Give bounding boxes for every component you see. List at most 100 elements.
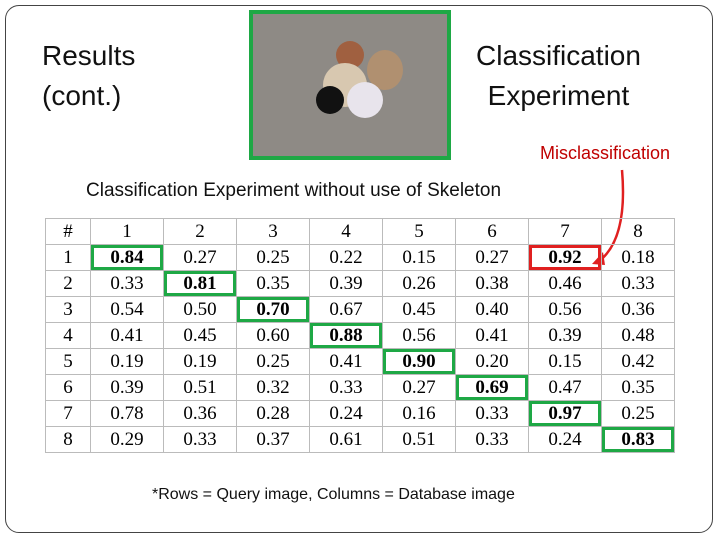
table-cell: 0.41 <box>309 348 383 375</box>
right-title: Classification Experiment <box>476 36 641 116</box>
table-cell: 0.33 <box>309 374 383 401</box>
table-cell: 4 <box>309 218 383 245</box>
row-label: 8 <box>45 426 91 453</box>
table: #1 2 3 4 5 6 7 8 1 0.84 0.27 0.25 0.22 0.15 0.27 0.92 0.… <box>45 218 675 453</box>
table-cell: 0.33 <box>163 426 237 453</box>
left-title: Results (cont.) <box>42 36 135 116</box>
table-cell: 8 <box>601 218 675 245</box>
slide-border <box>5 5 713 533</box>
table-cell: 0.35 <box>236 270 310 297</box>
table-cell: 0.40 <box>455 296 529 323</box>
table-cell: 0.36 <box>163 400 237 427</box>
table-cell: 0.46 <box>528 270 602 297</box>
title-line: Classification <box>476 40 641 71</box>
table-cell: 0.33 <box>455 400 529 427</box>
table-cell: 0.78 <box>90 400 164 427</box>
title-line: Results <box>42 40 136 71</box>
title-line: Experiment <box>487 80 630 111</box>
table-cell: 0.56 <box>382 322 456 349</box>
table-cell: 0.88 <box>309 322 383 349</box>
table-cell: 0.25 <box>601 400 675 427</box>
table-row: 2 0.33 0.81 0.35 0.39 0.26 0.38 0.46 0.33 <box>45 270 675 297</box>
annotation: Misclassification <box>540 143 671 163</box>
row-label: 1 <box>45 244 91 271</box>
table-row: 4 0.41 0.45 0.60 0.88 0.56 0.41 0.39 0.48 <box>45 322 675 349</box>
table-cell: 0.48 <box>601 322 675 349</box>
toy <box>336 41 364 69</box>
row-label: 7 <box>45 400 91 427</box>
table-cell: 0.36 <box>601 296 675 323</box>
table-cell: 0.20 <box>455 348 529 375</box>
table-cell: 0.22 <box>309 244 383 271</box>
footnote: *Rows = Query image, Columns = Database … <box>152 486 515 503</box>
table-cell: 0.54 <box>90 296 164 323</box>
toy <box>347 82 383 118</box>
table-cell: 0.25 <box>236 244 310 271</box>
table-cell: 1 <box>90 218 164 245</box>
table-cell: 0.67 <box>309 296 383 323</box>
row-label: 4 <box>45 322 91 349</box>
table-cell: 3 <box>236 218 310 245</box>
table-cell: 2 <box>163 218 237 245</box>
table-cell: 0.19 <box>163 348 237 375</box>
row-label: # <box>45 218 91 245</box>
table-row: 6 0.39 0.51 0.32 0.33 0.27 0.69 0.47 0.35 <box>45 374 675 401</box>
table-cell: 0.60 <box>236 322 310 349</box>
row-label: 5 <box>45 348 91 375</box>
table-cell: 0.92 <box>528 244 602 271</box>
table-row: #1 2 3 4 5 6 7 8 <box>45 218 675 245</box>
table-cell: 0.25 <box>236 348 310 375</box>
table-cell: 0.27 <box>382 374 456 401</box>
table-cell: 6 <box>455 218 529 245</box>
table-cell: 0.84 <box>90 244 164 271</box>
toy <box>367 50 403 90</box>
table-cell: 0.16 <box>382 400 456 427</box>
table-cell: 0.41 <box>455 322 529 349</box>
table-cell: 0.51 <box>382 426 456 453</box>
table-cell: 0.39 <box>309 270 383 297</box>
table-cell: 0.15 <box>528 348 602 375</box>
table-cell: 0.69 <box>455 374 529 401</box>
table-cell: 0.45 <box>163 322 237 349</box>
table-cell: 0.29 <box>90 426 164 453</box>
table-row: 8 0.29 0.33 0.37 0.61 0.51 0.33 0.24 0.83 <box>45 426 675 453</box>
table-cell: 0.24 <box>309 400 383 427</box>
table-cell: 0.45 <box>382 296 456 323</box>
table-cell: 0.35 <box>601 374 675 401</box>
toy <box>316 86 344 114</box>
table-cell: 0.41 <box>90 322 164 349</box>
table-cell: 0.51 <box>163 374 237 401</box>
title-line: (cont.) <box>42 80 122 111</box>
table-caption: Classification Experiment without use of… <box>86 180 502 201</box>
table-cell: 0.26 <box>382 270 456 297</box>
table-cell: 0.39 <box>90 374 164 401</box>
table-row: 1 0.84 0.27 0.25 0.22 0.15 0.27 0.92 0.18 <box>45 244 675 271</box>
table-cell: 0.33 <box>90 270 164 297</box>
table-cell: 0.24 <box>528 426 602 453</box>
table-cell: 0.38 <box>455 270 529 297</box>
row-label: 6 <box>45 374 91 401</box>
table-cell: 0.47 <box>528 374 602 401</box>
table-cell: 5 <box>382 218 456 245</box>
table-row: 7 0.78 0.36 0.28 0.24 0.16 0.33 0.97 0.25 <box>45 400 675 427</box>
table-cell: 0.33 <box>455 426 529 453</box>
table-cell: 0.50 <box>163 296 237 323</box>
table-cell: 7 <box>528 218 602 245</box>
table-cell: 0.39 <box>528 322 602 349</box>
table-row: 3 0.54 0.50 0.70 0.67 0.45 0.40 0.56 0.36 <box>45 296 675 323</box>
table-cell: 0.27 <box>163 244 237 271</box>
row-label: 3 <box>45 296 91 323</box>
table-cell: 0.97 <box>528 400 602 427</box>
table-cell: 0.33 <box>601 270 675 297</box>
table-row: 5 0.19 0.19 0.25 0.41 0.90 0.20 0.15 0.42 <box>45 348 675 375</box>
table-cell: 0.56 <box>528 296 602 323</box>
table-cell: 0.27 <box>455 244 529 271</box>
table-cell: 0.32 <box>236 374 310 401</box>
table-cell: 0.61 <box>309 426 383 453</box>
table-cell: 0.70 <box>236 296 310 323</box>
table-cell: 0.18 <box>601 244 675 271</box>
table-cell: 0.90 <box>382 348 456 375</box>
table-cell: 0.15 <box>382 244 456 271</box>
